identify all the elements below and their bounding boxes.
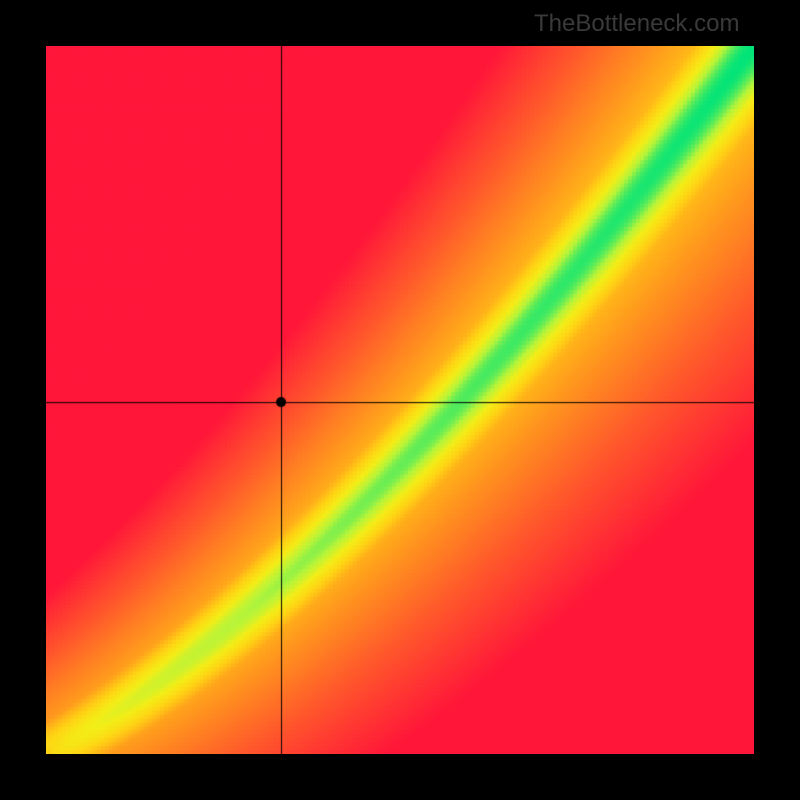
watermark-text: TheBottleneck.com xyxy=(534,10,739,38)
border-right xyxy=(754,0,800,800)
border-left xyxy=(0,0,46,800)
crosshair-overlay xyxy=(46,46,754,754)
chart-frame: TheBottleneck.com xyxy=(0,0,800,800)
heatmap-plot xyxy=(46,46,754,754)
border-bottom xyxy=(0,754,800,800)
